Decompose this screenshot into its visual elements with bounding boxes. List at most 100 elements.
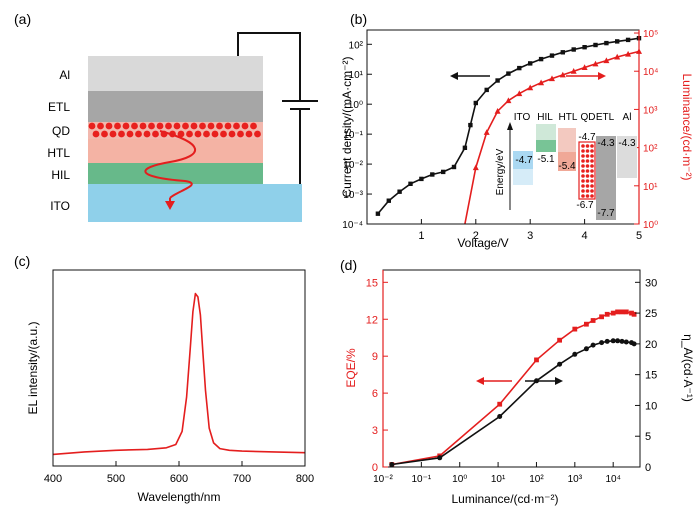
chart-b-series-0-point — [451, 164, 457, 170]
inset-qd-dot-19 — [585, 174, 590, 178]
chart-b-series-0-point — [615, 39, 620, 44]
chart-d-series-0-point — [497, 401, 503, 407]
inset-qd-dot-32 — [590, 194, 594, 198]
chart-b-ytick-right-label: 10⁰ — [643, 220, 658, 231]
chart-b-series-0-point — [473, 100, 478, 106]
chart-b-ytick-right-label: 10⁴ — [643, 67, 658, 78]
chart-b-ytick-left-label: 10⁻² — [343, 160, 363, 171]
inset-level-ito: -4.7 — [515, 155, 533, 166]
chart-d-xtick-label: 10⁻¹ — [411, 474, 431, 485]
inset-qd-dot-20 — [590, 174, 594, 178]
inset-qd-dot-26 — [590, 184, 594, 188]
inset-qd-dot-7 — [585, 154, 590, 158]
chart-b-series-0-point — [484, 87, 489, 93]
quantum-dot-2 — [97, 122, 104, 130]
chart-b-series-1-point — [581, 64, 588, 70]
chart-d-xtick-label: 10¹ — [491, 474, 506, 485]
quantum-dot-1 — [92, 130, 100, 138]
chart-c-xtick-label: 400 — [44, 473, 62, 485]
chart-b-series-0-point — [582, 45, 587, 50]
quantum-dot-30 — [216, 122, 223, 130]
chart-d-series-1-point — [389, 462, 395, 467]
chart-d-series-1-point — [583, 346, 589, 352]
chart-d-series-1-point — [557, 361, 563, 367]
chart-d-series-0-point — [610, 310, 616, 316]
chart-b-series-0-point — [560, 50, 565, 55]
chart-d-series-0-point — [534, 357, 539, 363]
inset-qd-dot-14 — [590, 164, 594, 168]
chart-d-frame — [382, 269, 641, 468]
chart-d-ytick-left-label: 0 — [372, 462, 378, 474]
chart-d-series-0-point — [615, 309, 620, 315]
chart-d-ytick-left-label: 15 — [366, 277, 378, 289]
panel-label-d: (d) — [340, 257, 357, 273]
inset-bar-etl — [596, 136, 616, 220]
chart-b-ytick-right-label: 10³ — [643, 105, 658, 116]
chart-d-series-1-point — [590, 342, 596, 348]
layer-label-ito: ITO — [50, 199, 70, 213]
inset-level-etl-top: -4.3 — [597, 138, 615, 149]
chart-c-xlabel: Wavelength/nm — [138, 490, 221, 504]
inset-qd-dot-29 — [590, 189, 594, 193]
chart-b-ytick-right-label: 10⁵ — [643, 29, 658, 40]
quantum-dot-5 — [109, 130, 117, 138]
inset-bar-hil-low — [536, 140, 556, 152]
chart-d-series-0-point — [599, 314, 604, 320]
inset-qd-dot-17 — [590, 169, 594, 173]
chart-b-series-0-point — [528, 61, 533, 66]
chart-b-ytick-left-label: 10⁻⁴ — [342, 220, 363, 231]
chart-b-series-0-point — [462, 145, 468, 150]
inset-qd-dot-23 — [590, 179, 594, 183]
chart-d-ytick-left-label: 3 — [372, 425, 378, 437]
inset-bar-al — [617, 136, 637, 178]
chart-d-series-1-line — [391, 339, 635, 466]
quantum-dot-39 — [254, 130, 261, 138]
inset-qd-dot-8 — [590, 154, 594, 158]
chart-b-left-arrow-icon — [450, 72, 458, 80]
panel-label-c: (c) — [14, 253, 30, 269]
inset-col-ito: ITO — [514, 112, 531, 123]
inset-qd-dot-10 — [585, 159, 590, 163]
device-diagram: Al ETL QD HTL HIL ITO — [47, 32, 318, 222]
chart-c-xtick-label: 700 — [233, 473, 251, 485]
inset-bar-ito-top — [513, 151, 533, 169]
inset-qd-dot-25 — [585, 184, 590, 188]
chart-d-series-0-point — [590, 318, 596, 323]
chart-b-series-0-point — [495, 78, 500, 83]
inset-level-qd-top: -4.7 — [578, 132, 596, 143]
inset-qd-dot-27 — [581, 189, 585, 193]
chart-b-series-1-point — [472, 164, 479, 171]
inset-qd-dot-13 — [585, 164, 590, 168]
quantum-dot-22 — [182, 122, 189, 130]
chart-d-ytick-right-label: 25 — [645, 308, 657, 320]
chart-b-ylabel-right: Luminance/(cd·m⁻²) — [680, 73, 694, 180]
quantum-dot-26 — [199, 122, 206, 130]
inset-qd-dot-0 — [581, 144, 585, 148]
chart-d-right-arrow-icon — [555, 377, 563, 385]
chart-b-xtick-label: 5 — [636, 230, 642, 242]
quantum-dot-6 — [114, 122, 121, 130]
inset-qd-dot-28 — [585, 189, 590, 193]
chart-b-series-1-point — [505, 97, 512, 104]
inset-level-etl-bottom: -7.7 — [597, 208, 615, 219]
chart-d-series-0-point — [619, 309, 625, 315]
layer-label-etl: ETL — [48, 100, 70, 114]
chart-d-series-1-point — [604, 338, 610, 344]
chart-b-ylabel-left: Current density/(mA·cm⁻²) — [340, 56, 354, 197]
chart-b-series-0-point — [506, 71, 511, 76]
quantum-dot-35 — [237, 130, 244, 138]
inset-col-al: Al — [623, 112, 632, 123]
layer-ito — [88, 184, 302, 222]
inset-col-htl: HTL — [559, 112, 578, 123]
inset-level-htl: -5.4 — [558, 161, 576, 172]
chart-d-series-1-point — [497, 414, 503, 419]
inset-qd-dot-3 — [581, 149, 585, 153]
inset-col-etl: ETL — [596, 112, 615, 123]
chart-b-series-0-point — [430, 172, 435, 177]
quantum-dot-14 — [148, 122, 155, 130]
inset-qd-dot-2 — [590, 144, 594, 148]
chart-b-series-1-point — [483, 129, 490, 135]
chart-d-xtick-label: 10⁴ — [605, 474, 620, 485]
quantum-dot-32 — [224, 122, 232, 130]
chart-d-xtick-label: 10⁰ — [452, 474, 467, 485]
